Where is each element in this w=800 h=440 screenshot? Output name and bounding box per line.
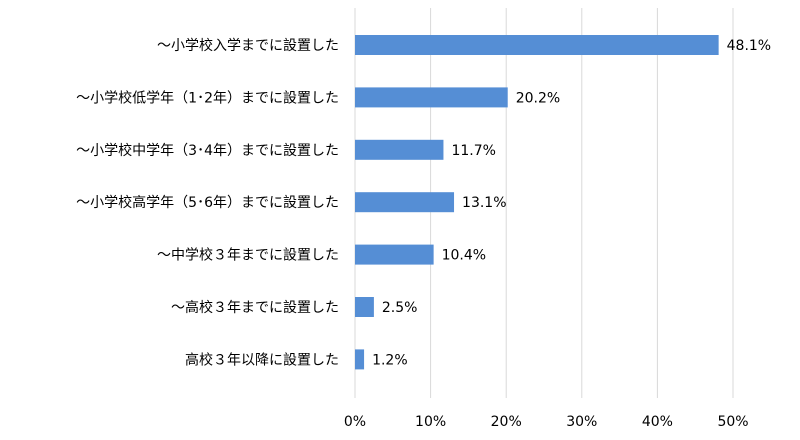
data-label: 1.2% — [372, 352, 408, 368]
category-label: ～高校３年までに設置した — [171, 299, 339, 316]
x-tick-label: 30% — [566, 414, 597, 430]
data-label: 11.7% — [451, 143, 495, 159]
bar — [355, 244, 434, 265]
data-label: 20.2% — [516, 90, 560, 106]
category-label: ～小学校低学年（1･2年）までに設置した — [76, 89, 339, 106]
x-tick-label: 0% — [344, 414, 366, 430]
value-labels: 48.1% 20.2% 11.7% 13.1% 10.4% 2.5% 1.2% — [372, 38, 771, 368]
data-label: 10.4% — [442, 248, 486, 264]
data-label: 2.5% — [382, 300, 418, 316]
x-tick-label: 10% — [415, 414, 446, 430]
x-tick-label: 20% — [491, 414, 522, 430]
x-axis-tick-labels: 0% 10% 20% 30% 40% 50% — [344, 414, 749, 430]
bar — [355, 297, 374, 317]
category-label: ～小学校高学年（5･6年）までに設置した — [76, 194, 339, 211]
bar — [355, 192, 455, 213]
bar — [355, 349, 365, 370]
category-label: 高校３年以降に設置した — [185, 351, 339, 368]
category-labels: ～小学校入学までに設置した ～小学校低学年（1･2年）までに設置した ～小学校中学年… — [76, 37, 339, 368]
bar — [355, 139, 444, 160]
data-label: 13.1% — [462, 195, 506, 211]
gridlines — [354, 8, 734, 398]
x-tick-label: 50% — [717, 414, 748, 430]
category-label: ～小学校中学年（3･4年）までに設置した — [76, 142, 339, 159]
data-label: 48.1% — [727, 38, 771, 54]
bars — [355, 35, 719, 370]
x-tick-label: 40% — [642, 414, 673, 430]
bar — [355, 87, 508, 108]
bar — [355, 35, 719, 55]
category-label: ～中学校３年までに設置した — [157, 247, 339, 264]
category-label: ～小学校入学までに設置した — [157, 37, 339, 54]
